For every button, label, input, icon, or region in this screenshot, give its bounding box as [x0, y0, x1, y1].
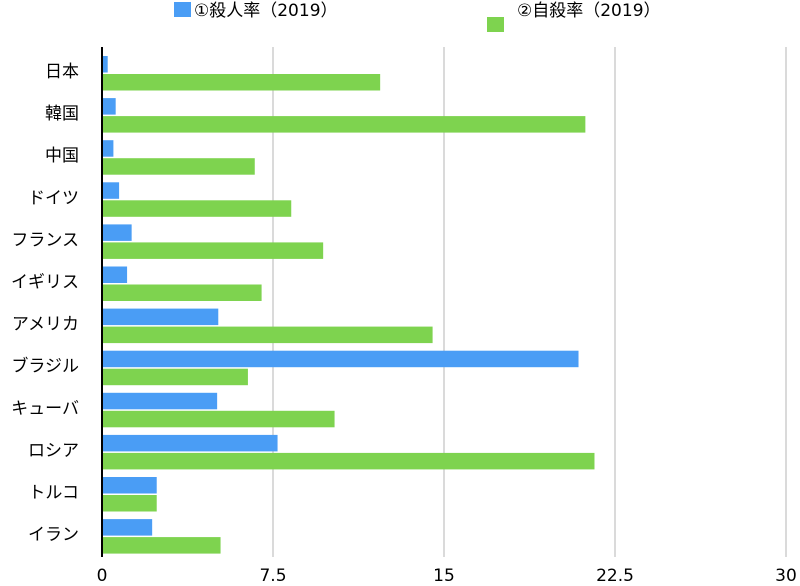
bar-series2-3 — [103, 200, 292, 217]
bar-series2-9 — [103, 452, 595, 470]
x-tick-label-2: 15 — [433, 566, 455, 586]
legend-label-1: ①殺人率（2019） — [194, 1, 338, 21]
category-label-2: 中国 — [45, 146, 79, 166]
x-tick-label-4: 30 — [775, 566, 797, 586]
legend: ①殺人率（2019） ②自殺率（2019） — [174, 1, 661, 32]
bar-series1-4 — [103, 224, 132, 241]
legend-swatch-2 — [487, 17, 504, 32]
bar-series2-2 — [103, 158, 255, 175]
bar-series1-9 — [103, 434, 278, 452]
legend-swatch-1 — [174, 2, 191, 17]
category-label-6: アメリカ — [12, 315, 79, 335]
bar-series1-10 — [103, 477, 157, 494]
bar-series2-5 — [103, 284, 262, 301]
category-label-1: 韓国 — [45, 104, 79, 124]
bar-series1-1 — [103, 98, 116, 115]
bar-series2-4 — [103, 242, 324, 259]
bar-series2-7 — [103, 368, 248, 386]
bar-series2-11 — [103, 537, 221, 554]
x-tick-label-0: 0 — [97, 566, 108, 586]
category-label-8: キューバ — [11, 399, 79, 419]
bars — [103, 56, 595, 554]
category-label-3: ドイツ — [28, 188, 79, 208]
category-label-9: ロシア — [28, 441, 79, 461]
category-label-0: 日本 — [45, 62, 79, 82]
x-tick-label-1: 7.5 — [259, 566, 286, 586]
x-tick-labels: 0 7.5 15 22.5 30 — [97, 566, 797, 586]
x-tick-label-3: 22.5 — [596, 566, 634, 586]
bar-series1-5 — [103, 266, 128, 283]
bar-series2-8 — [103, 410, 335, 428]
bar-series1-8 — [103, 392, 218, 410]
bar-series2-0 — [103, 74, 381, 91]
bar-series2-10 — [103, 495, 157, 512]
bar-series2-1 — [103, 116, 586, 133]
legend-label-2: ②自殺率（2019） — [517, 1, 661, 21]
category-label-5: イギリス — [11, 273, 79, 293]
bar-series1-6 — [103, 308, 219, 326]
bar-series1-3 — [103, 182, 120, 199]
bar-series1-2 — [103, 140, 114, 157]
category-label-7: ブラジル — [11, 356, 79, 377]
bar-series1-7 — [103, 350, 579, 368]
category-label-11: イラン — [28, 525, 79, 545]
bar-series2-6 — [103, 326, 433, 344]
bar-series1-0 — [103, 56, 108, 73]
category-label-10: トルコ — [28, 483, 79, 503]
category-label-4: フランス — [11, 230, 79, 250]
bar-series1-11 — [103, 519, 153, 536]
